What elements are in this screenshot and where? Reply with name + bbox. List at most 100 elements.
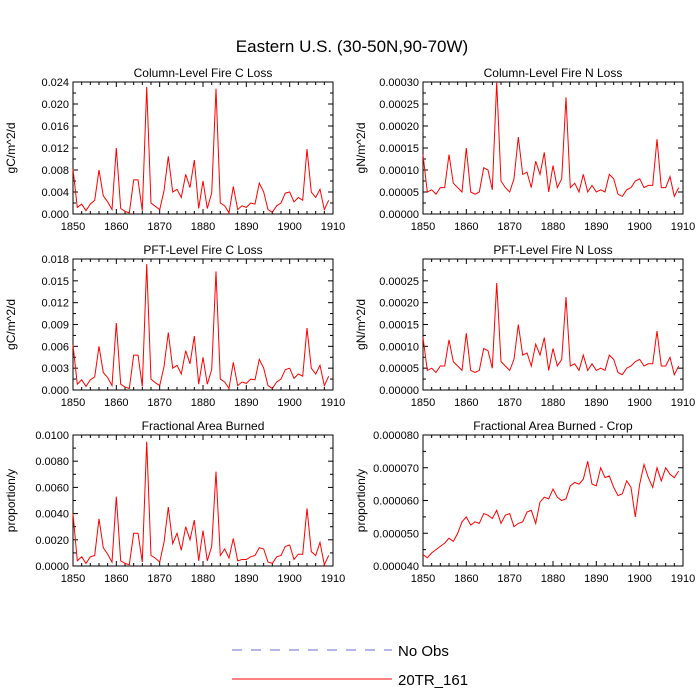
y-tick-label: 0.020: [41, 99, 69, 111]
y-tick-label: 0.009: [41, 320, 69, 332]
x-tick-label: 1870: [497, 573, 521, 585]
y-tick-label: 0.000070: [373, 463, 419, 475]
y-tick-label: 0.00010: [379, 341, 419, 353]
plot-frame: [72, 81, 334, 215]
y-tick-label: 0.00010: [379, 165, 419, 177]
plot-frame: [422, 81, 684, 215]
y-axis-label: gN/m^2/d: [354, 123, 368, 174]
y-tick-label: 0.00030: [379, 77, 419, 89]
y-axis-label: gN/m^2/d: [354, 299, 368, 350]
x-tick-label: 1870: [497, 397, 521, 409]
panel-title: Column-Level Fire N Loss: [484, 66, 623, 80]
y-axis-label: proportion/y: [354, 469, 368, 532]
x-tick-label: 1850: [411, 573, 435, 585]
y-axis-label: gC/m^2/d: [4, 299, 18, 350]
y-tick-label: 0.0000: [35, 561, 69, 573]
y-tick-label: 0.016: [41, 121, 69, 133]
plot-frame: [72, 258, 334, 391]
x-tick-label: 1890: [584, 573, 608, 585]
figure-title: Eastern U.S. (30-50N,90-70W): [236, 37, 468, 56]
x-tick-label: 1910: [671, 221, 695, 233]
y-tick-label: 0.004: [41, 187, 69, 199]
series-line-20tr-161: [422, 461, 680, 559]
y-tick-label: 0.00025: [379, 99, 419, 111]
x-tick-label: 1860: [104, 397, 128, 409]
x-tick-label: 1870: [147, 573, 171, 585]
y-tick-label: 0.0080: [35, 456, 69, 468]
x-tick-label: 1850: [61, 221, 85, 233]
y-tick-label: 0.00000: [379, 209, 419, 221]
plot-frame: [422, 434, 684, 567]
x-tick-label: 1900: [627, 397, 651, 409]
y-tick-label: 0.00020: [379, 298, 419, 310]
x-tick-label: 1890: [584, 221, 608, 233]
x-tick-label: 1880: [541, 397, 565, 409]
legend-label: No Obs: [398, 643, 449, 660]
panel-title: Fractional Area Burned: [142, 419, 265, 433]
y-tick-label: 0.008: [41, 165, 69, 177]
y-tick-label: 0.0100: [35, 430, 69, 442]
y-tick-label: 0.015: [41, 276, 69, 288]
panel-title: PFT-Level Fire C Loss: [143, 243, 262, 257]
y-tick-label: 0.012: [41, 143, 69, 155]
x-tick-label: 1880: [191, 221, 215, 233]
y-tick-label: 0.0020: [35, 535, 69, 547]
y-tick-label: 0.00015: [379, 143, 419, 155]
x-tick-label: 1900: [627, 573, 651, 585]
series-line-20tr-161: [422, 81, 680, 198]
series-line-20tr-161: [72, 86, 330, 215]
x-tick-label: 1880: [541, 573, 565, 585]
y-tick-label: 0.000: [41, 209, 69, 221]
y-tick-label: 0.003: [41, 363, 69, 375]
x-tick-label: 1850: [411, 221, 435, 233]
legend: No Obs 20TR_161: [232, 643, 468, 689]
x-tick-label: 1880: [191, 573, 215, 585]
x-tick-label: 1910: [671, 397, 695, 409]
chart-panel: Fractional Area Burned proportion/y 1850 18…: [4, 419, 345, 585]
series-line-20tr-161: [72, 264, 330, 390]
x-tick-label: 1860: [454, 397, 478, 409]
legend-label: 20TR_161: [398, 672, 468, 689]
y-tick-label: 0.006: [41, 341, 69, 353]
y-tick-label: 0.00005: [379, 363, 419, 375]
x-tick-label: 1900: [277, 573, 301, 585]
x-tick-label: 1870: [497, 221, 521, 233]
panels-group: Column-Level Fire C Loss gC/m^2/d 1850 1860…: [4, 66, 695, 585]
chart-panel: PFT-Level Fire C Loss gC/m^2/d 1850 1860 187…: [4, 243, 345, 409]
y-tick-label: 0.00025: [379, 276, 419, 288]
series-line-20tr-161: [72, 441, 330, 567]
x-tick-label: 1870: [147, 397, 171, 409]
x-tick-label: 1860: [454, 221, 478, 233]
x-tick-label: 1880: [541, 221, 565, 233]
y-tick-label: 0.000: [41, 385, 69, 397]
panel-title: PFT-Level Fire N Loss: [493, 243, 612, 257]
y-tick-label: 0.012: [41, 298, 69, 310]
panel-title: Column-Level Fire C Loss: [134, 66, 273, 80]
y-tick-label: 0.000080: [373, 430, 419, 442]
y-tick-label: 0.00000: [379, 385, 419, 397]
x-tick-label: 1890: [584, 397, 608, 409]
x-tick-label: 1860: [454, 573, 478, 585]
y-tick-label: 0.00005: [379, 187, 419, 199]
x-tick-label: 1910: [321, 397, 345, 409]
y-tick-label: 0.024: [41, 77, 69, 89]
x-tick-label: 1890: [234, 221, 258, 233]
x-tick-label: 1900: [277, 221, 301, 233]
x-tick-label: 1880: [191, 397, 215, 409]
x-tick-label: 1870: [147, 221, 171, 233]
plot-frame: [72, 434, 334, 567]
x-tick-label: 1900: [627, 221, 651, 233]
x-tick-label: 1850: [61, 397, 85, 409]
x-tick-label: 1910: [671, 573, 695, 585]
y-tick-label: 0.000050: [373, 528, 419, 540]
x-tick-label: 1860: [104, 573, 128, 585]
y-axis-label: proportion/y: [4, 469, 18, 532]
y-axis-label: gC/m^2/d: [4, 123, 18, 174]
x-tick-label: 1850: [61, 573, 85, 585]
chart-panel: Column-Level Fire N Loss gN/m^2/d 1850 1860…: [354, 66, 695, 233]
x-tick-label: 1890: [234, 397, 258, 409]
y-tick-label: 0.00015: [379, 320, 419, 332]
x-tick-label: 1910: [321, 221, 345, 233]
panel-title: Fractional Area Burned - Crop: [473, 419, 633, 433]
chart-panel: PFT-Level Fire N Loss gN/m^2/d 1850 1860 187…: [354, 243, 695, 409]
